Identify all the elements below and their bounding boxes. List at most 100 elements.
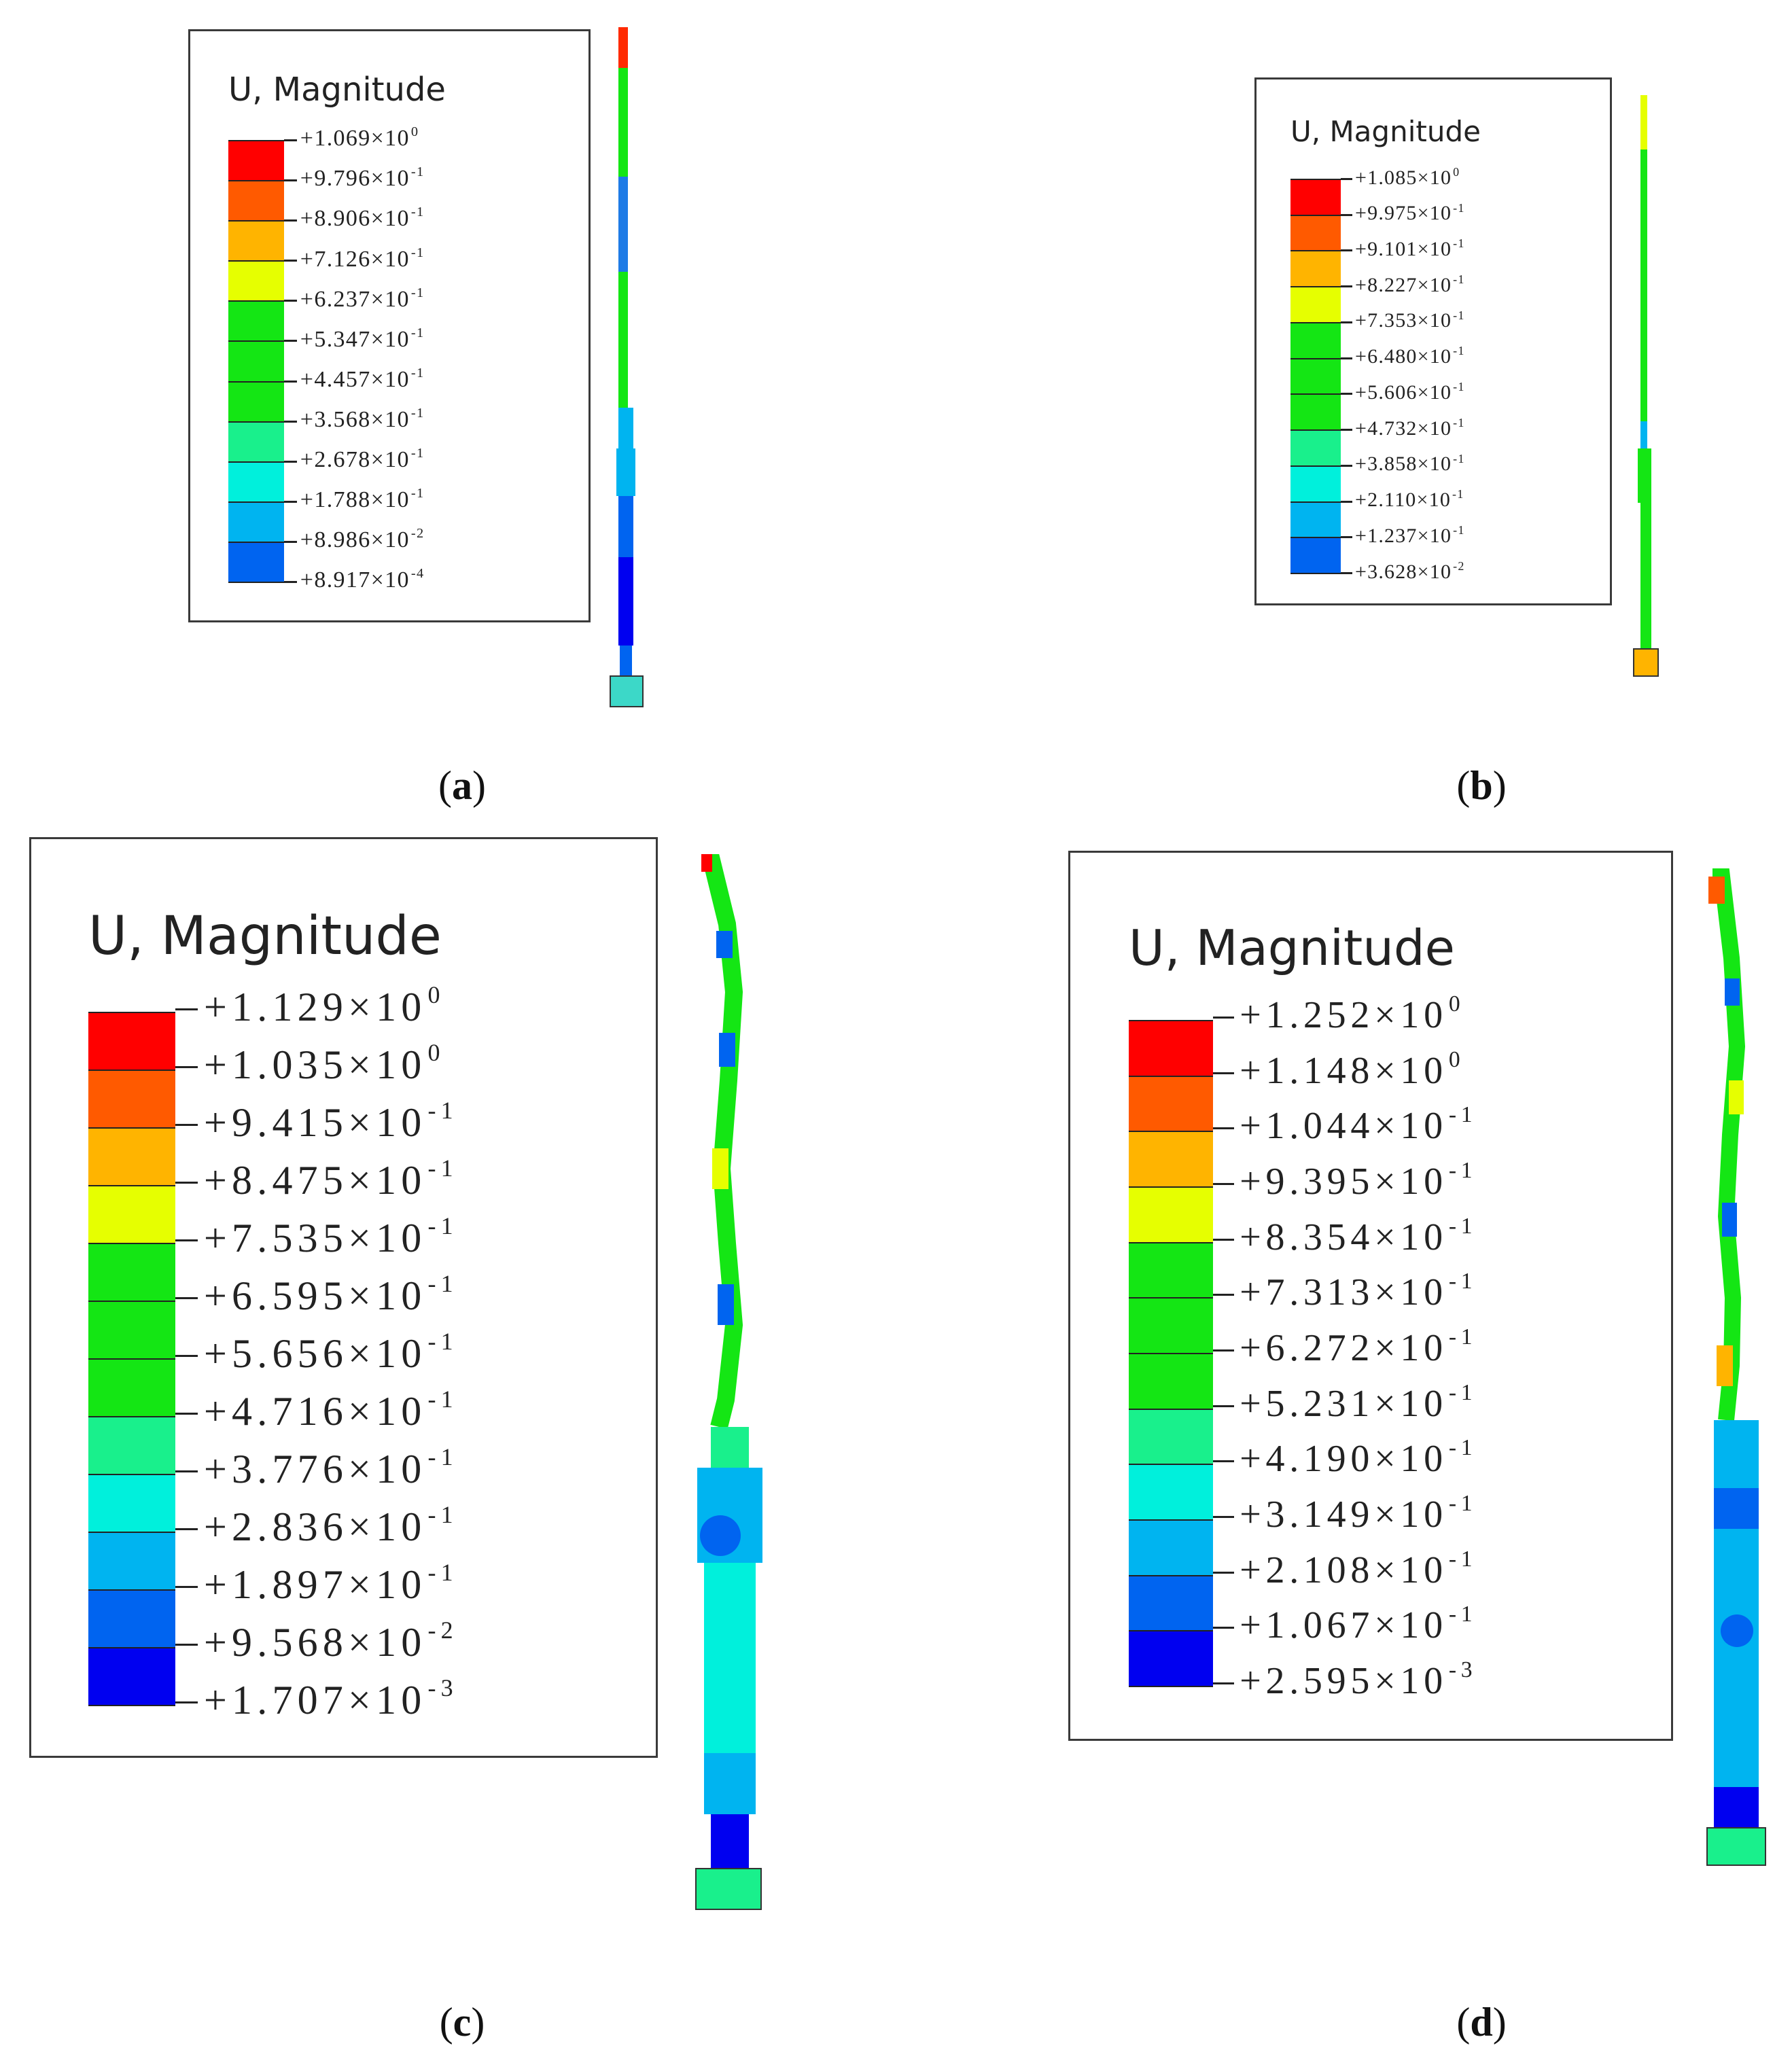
model-bit xyxy=(1706,1827,1766,1866)
legend-tick xyxy=(175,1412,198,1415)
legend-value-label: +2.836×10-1 xyxy=(204,1501,458,1549)
model-segment xyxy=(1638,448,1651,503)
legend-tick xyxy=(284,179,297,182)
legend-swatch xyxy=(228,180,284,222)
legend-swatch xyxy=(1290,393,1341,431)
legend-bar-bottom xyxy=(1290,573,1341,574)
legend-tick xyxy=(1213,1182,1234,1185)
model-segment xyxy=(1714,1529,1759,1787)
model-segment xyxy=(1640,503,1651,652)
legend-value-label: +4.732×10 -1 xyxy=(1355,415,1465,440)
legend-value-label: +9.975×10 -1 xyxy=(1355,200,1465,225)
legend-tick xyxy=(175,1470,198,1472)
legend-tick xyxy=(175,1701,198,1703)
legend-tick xyxy=(1213,1460,1234,1463)
legend-swatch xyxy=(1129,1353,1213,1409)
model-segment xyxy=(1717,1345,1733,1386)
model-segment xyxy=(704,1753,756,1814)
legend-tick xyxy=(1341,178,1352,180)
model-bit xyxy=(1633,648,1659,677)
legend-box-d: U, Magnitude +1.252×100 +1.148×100 +1.044×… xyxy=(1068,851,1673,1741)
caption-a: (a) xyxy=(438,763,486,808)
legend-value-label: +9.101×10 -1 xyxy=(1355,236,1465,260)
legend-tick xyxy=(175,1585,198,1588)
legend-tick xyxy=(175,1296,198,1299)
model-segment xyxy=(1712,868,1746,1421)
legend-title-a: U, Magnitude xyxy=(228,71,446,109)
legend-value-label: +6.237×10-1 xyxy=(300,285,425,312)
model-bit xyxy=(610,675,644,707)
legend-value-label: +3.568×10-1 xyxy=(300,405,425,432)
legend-swatch xyxy=(228,421,284,462)
legend-value-label: +1.044×10-1 xyxy=(1240,1102,1477,1148)
legend-tick xyxy=(284,380,297,383)
model-joint xyxy=(700,1515,741,1556)
legend-swatch xyxy=(88,1589,175,1648)
legend-value-label: +1.085×10 0 xyxy=(1355,164,1460,189)
legend-swatch xyxy=(228,260,284,302)
legend-value-label: +2.108×10-1 xyxy=(1240,1546,1477,1591)
legend-box-c: U, Magnitude +1.129×100 +1.035×100 +9.415×… xyxy=(29,837,658,1758)
caption-d: (d) xyxy=(1456,2000,1507,2045)
legend-value-label: +1.067×10-1 xyxy=(1240,1602,1477,1647)
caption-c: (c) xyxy=(439,2000,485,2045)
legend-tick xyxy=(1341,285,1352,288)
legend-value-label: +9.395×10-1 xyxy=(1240,1158,1477,1203)
legend-tick xyxy=(284,219,297,222)
legend-swatch xyxy=(1290,286,1341,323)
legend-value-label: +3.858×10 -1 xyxy=(1355,451,1465,476)
legend-tick xyxy=(175,1065,198,1068)
legend-value-label: +5.231×10-1 xyxy=(1240,1379,1477,1425)
model-segment xyxy=(704,1563,756,1753)
legend-tick xyxy=(284,500,297,503)
model-segment xyxy=(1722,1203,1737,1237)
model-segment xyxy=(616,448,635,496)
drill-string-model-a xyxy=(610,27,644,707)
legend-swatch xyxy=(1129,1075,1213,1132)
legend-bar-bottom xyxy=(88,1705,175,1706)
legend-value-label: +1.069×100 xyxy=(300,124,419,152)
legend-tick xyxy=(284,540,297,543)
model-segment xyxy=(618,272,628,408)
legend-bar-bottom xyxy=(1129,1686,1213,1687)
legend-value-label: +1.707×10-3 xyxy=(204,1674,458,1722)
legend-value-label: +1.252×100 xyxy=(1240,991,1465,1037)
model-segment xyxy=(701,854,743,1430)
legend-swatch xyxy=(1129,1241,1213,1298)
legend-value-label: +1.129×100 xyxy=(204,981,445,1029)
model-segment xyxy=(716,931,733,958)
legend-swatch xyxy=(88,1070,175,1128)
legend-value-label: +8.986×10-2 xyxy=(300,526,425,553)
legend-value-label: +3.776×10-1 xyxy=(204,1443,458,1491)
legend-tick xyxy=(1213,1682,1234,1684)
model-segment xyxy=(1714,1420,1759,1495)
legend-swatch xyxy=(88,1532,175,1590)
legend-tick xyxy=(284,139,297,141)
legend-bar-bottom xyxy=(228,582,284,583)
legend-value-label: +7.353×10 -1 xyxy=(1355,308,1465,332)
legend-tick xyxy=(175,1123,198,1126)
legend-swatch xyxy=(1290,321,1341,359)
legend-swatch xyxy=(1290,179,1341,215)
legend-swatch xyxy=(1290,214,1341,251)
model-segment xyxy=(1714,1787,1759,1835)
legend-title-b: U, Magnitude xyxy=(1290,115,1481,148)
legend-swatch xyxy=(88,1127,175,1186)
legend-tick xyxy=(1341,393,1352,395)
model-segment xyxy=(618,68,628,177)
legend-swatch xyxy=(228,300,284,342)
legend-swatch xyxy=(228,461,284,502)
legend-value-label: +9.568×10-2 xyxy=(204,1616,458,1665)
legend-value-label: +7.126×10-1 xyxy=(300,245,425,272)
legend-swatch xyxy=(1129,1574,1213,1631)
legend-swatch xyxy=(228,220,284,262)
legend-swatch xyxy=(1129,1020,1213,1076)
drill-string-model-b xyxy=(1633,95,1659,677)
legend-value-label: +1.788×10-1 xyxy=(300,486,425,513)
legend-swatch xyxy=(1129,1131,1213,1187)
model-segment xyxy=(1725,978,1740,1006)
legend-value-label: +9.796×10-1 xyxy=(300,164,425,192)
model-segment xyxy=(718,1284,734,1325)
legend-box-b: U, Magnitude +1.085×10 0 +9.975×10 -1 +9.101… xyxy=(1254,77,1612,605)
legend-tick xyxy=(1341,213,1352,216)
